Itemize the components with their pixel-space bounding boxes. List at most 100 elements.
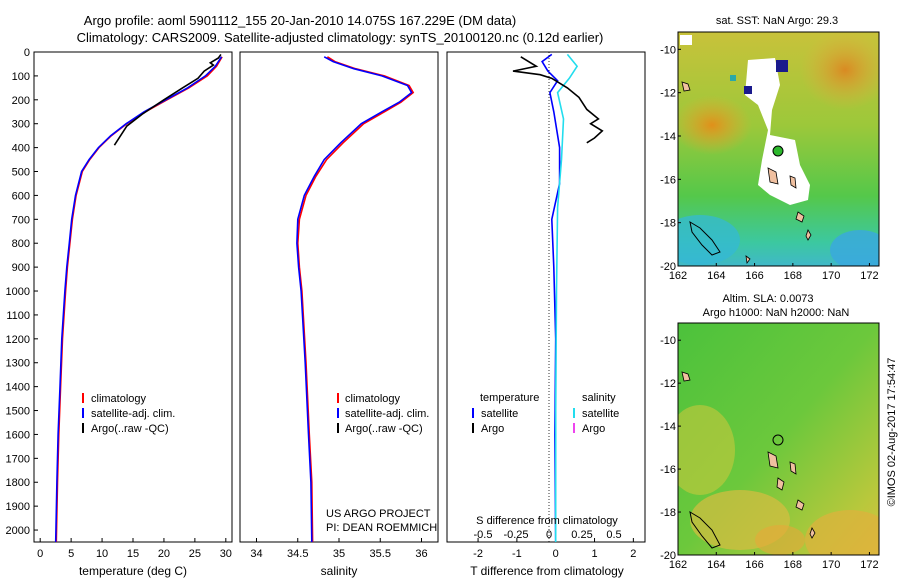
y-tick-label: 1100 [6, 310, 30, 322]
temperature-panel: 0100200300400500600700800900100011001200… [6, 47, 233, 578]
legend-t-argo: Argo [481, 423, 504, 435]
x-tick-label: 20 [158, 548, 170, 560]
s-tick-label: -0.25 [503, 529, 528, 541]
y-tick-label: 1000 [6, 286, 30, 298]
x-tick-label: 35 [333, 548, 345, 560]
t-difference-xlabel: T difference from climatology [470, 564, 624, 578]
map-y-tick-label: -16 [660, 464, 676, 476]
map-y-tick-label: -12 [660, 378, 676, 390]
y-tick-label: 0 [24, 47, 30, 59]
title-line-1: Argo profile: aoml 5901112_155 20-Jan-20… [84, 13, 516, 28]
y-tick-label: 400 [12, 143, 30, 155]
y-tick-label: 1800 [6, 477, 30, 489]
x-tick-label: 15 [127, 548, 139, 560]
project-line-1: US ARGO PROJECT [326, 508, 431, 520]
title-line-2: Climatology: CARS2009. Satellite-adjuste… [77, 30, 604, 45]
s-tick-label: 0.5 [606, 529, 621, 541]
map-y-tick-label: -10 [660, 335, 676, 347]
x-tick-label: 10 [96, 548, 108, 560]
map-x-tick-label: 170 [822, 270, 840, 282]
legend-swatch-climatology [337, 393, 339, 403]
new-caledonia-coast [689, 220, 721, 256]
map-x-tick-label: 162 [669, 559, 687, 571]
x-tick-label: 2 [630, 548, 636, 560]
argo-float-marker [772, 145, 784, 157]
map-y-tick-label: -14 [660, 421, 676, 433]
legend-header-temperature: temperature [480, 392, 539, 404]
series-t-argo [512, 56, 604, 144]
map-x-tick-label: 172 [860, 270, 878, 282]
map-y-tick-label: -18 [660, 507, 676, 519]
x-tick-label: 25 [189, 548, 201, 560]
series-s-satellite [554, 53, 579, 542]
difference-legend: temperature salinity satellite Argo sate… [472, 392, 619, 435]
salinity-panel: 34 34.5 35 35.5 36 salinity climatology sate… [239, 51, 439, 578]
legend-satellite: satellite-adj. clim. [91, 408, 175, 420]
x-tick-label: -1 [512, 548, 522, 560]
y-tick-label: 900 [12, 262, 30, 274]
sla-map-title-1: Altim. SLA: 0.0073 [722, 293, 813, 305]
map-y-tick-label: -20 [660, 261, 676, 273]
sst-islands [681, 81, 812, 265]
y-tick-label: 300 [12, 119, 30, 131]
map-x-tick-label: 164 [707, 270, 725, 282]
y-tick-label: 700 [12, 214, 30, 226]
x-tick-label: 35.5 [370, 548, 391, 560]
sla-map-panel: Altim. SLA: 0.0073 Argo h1000: NaN h2000… [660, 293, 880, 571]
sla-argo-marker [772, 434, 784, 446]
legend-swatch-climatology [82, 393, 84, 403]
y-tick-label: 500 [12, 167, 30, 179]
map-x-tick-label: 166 [745, 270, 763, 282]
difference-plot-frame [446, 51, 646, 543]
legend-s-argo: Argo [582, 423, 605, 435]
map-x-tick-label: 164 [707, 559, 725, 571]
legend-swatch-t-argo [472, 423, 474, 433]
x-tick-label: 34 [250, 548, 262, 560]
map-y-tick-label: -18 [660, 218, 676, 230]
y-tick-label: 100 [12, 71, 30, 83]
x-tick-label: -2 [473, 548, 483, 560]
s-difference-xlabel: S difference from climatology [476, 515, 618, 527]
sla-islands [681, 371, 816, 539]
temperature-xlabel: temperature (deg C) [79, 564, 187, 578]
map-x-tick-label: 168 [784, 559, 802, 571]
map-y-tick-label: -12 [660, 88, 676, 100]
x-tick-label: 36 [415, 548, 427, 560]
sst-map-panel: sat. SST: NaN Argo: 29.3 [660, 15, 880, 282]
sla-map-frame [677, 322, 880, 556]
x-tick-label: 34.5 [287, 548, 308, 560]
legend-satellite: satellite-adj. clim. [345, 408, 429, 420]
legend-header-salinity: salinity [582, 392, 616, 404]
s-tick-label: -0.5 [474, 529, 493, 541]
salinity-xlabel: salinity [321, 564, 358, 578]
map-y-tick-label: -20 [660, 550, 676, 562]
x-tick-label: 1 [591, 548, 597, 560]
map-y-tick-label: -16 [660, 174, 676, 186]
temperature-plot-frame [33, 51, 233, 543]
map-x-tick-label: 168 [784, 270, 802, 282]
y-tick-label: 1500 [6, 406, 30, 418]
map-x-tick-label: 166 [745, 559, 763, 571]
sla-map-title-2: Argo h1000: NaN h2000: NaN [703, 307, 850, 319]
x-tick-label: 30 [220, 548, 232, 560]
x-tick-label: 0 [553, 548, 559, 560]
series-satellite [54, 56, 223, 543]
map-y-tick-label: -10 [660, 44, 676, 56]
legend-swatch-argo [337, 423, 339, 433]
x-tick-label: 0 [37, 548, 43, 560]
sst-map-frame [677, 31, 880, 267]
legend-argo: Argo(..raw -QC) [345, 423, 423, 435]
y-tick-label: 1700 [6, 453, 30, 465]
temperature-legend: climatology satellite-adj. clim. Argo(..… [82, 393, 175, 435]
y-tick-label: 1200 [6, 334, 30, 346]
sst-missing-data-mask [745, 58, 810, 205]
legend-swatch-s-argo [573, 423, 575, 433]
legend-swatch-satellite [337, 408, 339, 418]
map-x-tick-label: 172 [860, 559, 878, 571]
x-tick-label: 5 [68, 548, 74, 560]
series-argo [113, 53, 222, 146]
legend-t-satellite: satellite [481, 408, 518, 420]
s-tick-label: 0.25 [571, 529, 592, 541]
